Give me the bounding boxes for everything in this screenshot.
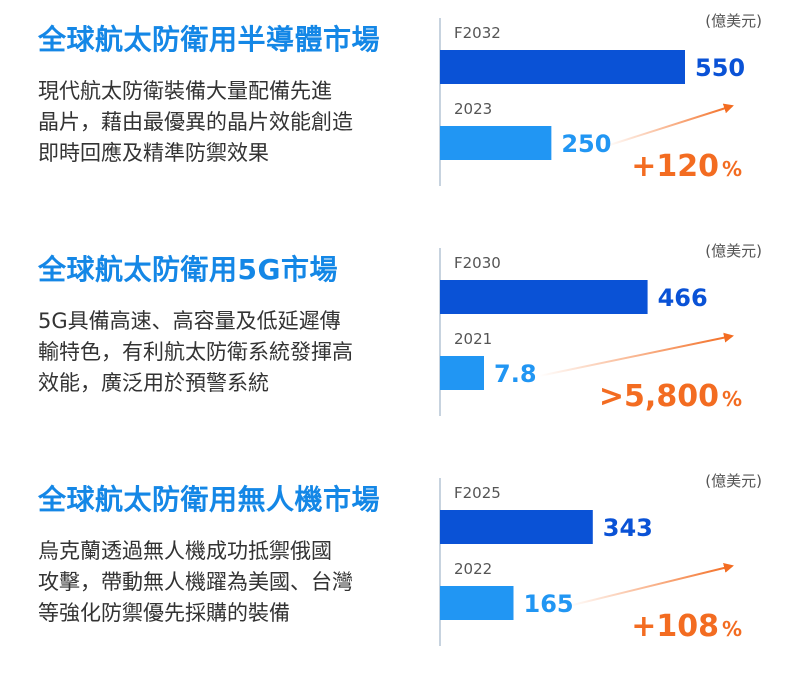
bar: [440, 356, 484, 390]
section-title: 全球航太防衛用半導體市場: [38, 23, 381, 56]
category-label: F2030: [454, 254, 501, 272]
description-line: 5G具備高速、高容量及低延遲傳: [38, 309, 341, 333]
section-description: 烏克蘭透過無人機成功抵禦俄國 攻擊，帶動無人機躍為美國、台灣 等強化防禦優先採購…: [38, 536, 408, 629]
5g-section: 全球航太防衛用5G市場 5G具備高速、高容量及低延遲傳 輸特色，有利航太防衛系統…: [0, 242, 800, 448]
description-line: 烏克蘭透過無人機成功抵禦俄國: [38, 539, 332, 563]
category-label: F2025: [454, 484, 501, 502]
value-label: 7.8: [494, 360, 537, 388]
growth-label: +120%: [631, 149, 742, 184]
category-label: 2021: [454, 330, 492, 348]
category-label: 2022: [454, 560, 492, 578]
section-description: 現代航太防衛裝備大量配備先進 晶片，藉由最優異的晶片效能創造 即時回應及精準防禦…: [38, 76, 408, 169]
growth-arrow: [538, 332, 734, 377]
description-line: 輸特色，有利航太防衛系統發揮高: [38, 340, 353, 364]
value-label: 165: [524, 590, 574, 618]
description-line: 攻擊，帶動無人機躍為美國、台灣: [38, 570, 353, 594]
section-title: 全球航太防衛用5G市場: [38, 253, 338, 286]
drone-section: 全球航太防衛用無人機市場 烏克蘭透過無人機成功抵禦俄國 攻擊，帶動無人機躍為美國…: [0, 472, 800, 678]
section-title: 全球航太防衛用無人機市場: [38, 483, 381, 516]
drone-bar-chart: (億美元) F2025 343 2022 165 +108%: [439, 472, 762, 646]
description-line: 效能，廣泛用於預警系統: [38, 371, 269, 395]
value-label: 250: [561, 130, 611, 158]
semiconductor-bar-chart: (億美元) F2032 550 2023 250 +120%: [439, 12, 762, 186]
bar: [440, 280, 648, 314]
value-label: 343: [603, 514, 653, 542]
description-line: 即時回應及精準防禦效果: [38, 141, 269, 165]
semiconductor-section: 全球航太防衛用半導體市場 現代航太防衛裝備大量配備先進 晶片，藉由最優異的晶片效…: [0, 12, 800, 218]
growth-label: +108%: [631, 609, 742, 644]
growth-label: >5,800%: [599, 379, 742, 414]
description-line: 現代航太防衛裝備大量配備先進: [38, 79, 332, 103]
description-line: 晶片，藉由最優異的晶片效能創造: [38, 110, 353, 134]
bar: [440, 126, 552, 160]
growth-arrow: [568, 563, 734, 607]
growth-arrow: [606, 103, 734, 147]
value-label: 550: [695, 54, 745, 82]
category-label: 2023: [454, 100, 492, 118]
unit-label: (億美元): [705, 12, 762, 30]
bar: [440, 50, 685, 84]
category-label: F2032: [454, 24, 501, 42]
value-label: 466: [658, 284, 708, 312]
bar: [440, 510, 593, 544]
unit-label: (億美元): [705, 472, 762, 490]
unit-label: (億美元): [705, 242, 762, 260]
description-line: 等強化防禦優先採購的裝備: [38, 601, 290, 625]
section-description: 5G具備高速、高容量及低延遲傳 輸特色，有利航太防衛系統發揮高 效能，廣泛用於預…: [38, 306, 408, 399]
bar: [440, 586, 514, 620]
